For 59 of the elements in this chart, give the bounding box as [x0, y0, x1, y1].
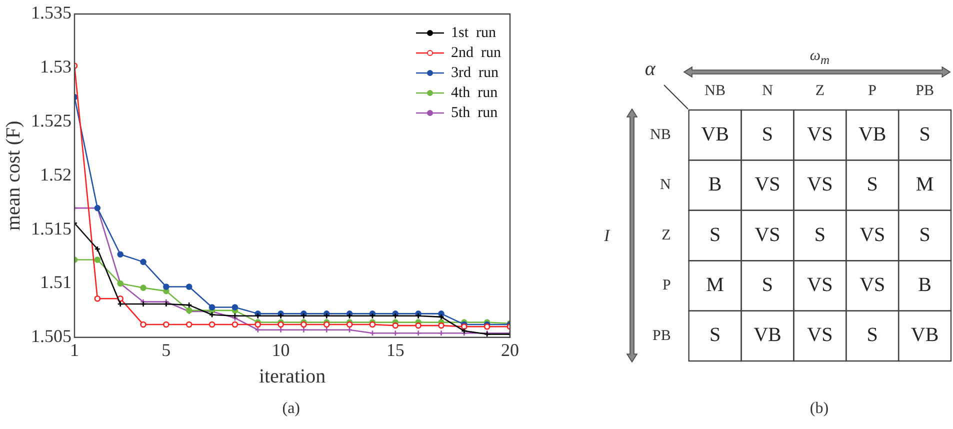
- y-tick-label: P: [662, 278, 671, 294]
- text: S: [866, 174, 878, 196]
- text: S: [709, 324, 721, 346]
- y-tick-label: Z: [662, 227, 671, 244]
- x-axis-title: iteration: [258, 365, 326, 388]
- text: VS: [754, 174, 780, 196]
- text: VS: [807, 324, 833, 346]
- text: S: [919, 123, 930, 146]
- text: S: [709, 224, 721, 246]
- text: M: [706, 274, 724, 296]
- y-tick-label: 1.51: [40, 272, 72, 292]
- y-tick-label: 1.535: [31, 2, 72, 23]
- y-tick-label: PB: [652, 328, 671, 344]
- text: VB: [754, 324, 782, 346]
- x-tick-label: 1: [70, 340, 79, 360]
- text: S: [762, 274, 774, 296]
- y-tick-label: NB: [650, 127, 671, 144]
- text: VS: [807, 274, 833, 296]
- x-tick-label: 5: [162, 340, 171, 360]
- y-tick-label: 1.525: [31, 110, 72, 131]
- text: M: [916, 174, 934, 196]
- text: B: [708, 174, 722, 196]
- x-tick-label: Z: [815, 82, 825, 99]
- y-tick-label: N: [660, 177, 671, 194]
- y-tick-label: 1.53: [40, 56, 72, 77]
- legend-label: 3rd run: [451, 64, 498, 83]
- text: VS: [860, 274, 886, 296]
- text: S: [814, 224, 826, 246]
- y-tick-label: 1.515: [31, 218, 72, 238]
- text: S: [866, 324, 878, 346]
- x-axis-title: ω$_{m}$: [810, 48, 830, 68]
- x-tick-label: NB: [704, 82, 726, 99]
- y-axis-title: mean cost (F): [2, 120, 24, 231]
- x-tick-label: 15: [386, 340, 404, 360]
- text: (a): [282, 400, 300, 418]
- text: VB: [701, 123, 729, 146]
- text: VS: [807, 174, 833, 196]
- y-axis-title: I: [604, 226, 610, 246]
- legend-label: 4th run: [451, 84, 498, 103]
- legend-label: 5th run: [451, 104, 498, 123]
- text: S: [919, 224, 930, 246]
- x-tick-label: N: [762, 82, 774, 99]
- text: S: [762, 123, 774, 146]
- y-tick-label: 1.505: [31, 326, 72, 346]
- legend-label: 2nd run: [451, 44, 501, 63]
- text: VS: [807, 123, 833, 146]
- x-tick-label: 20: [501, 340, 519, 360]
- text: VB: [858, 123, 886, 146]
- text: B: [918, 274, 932, 296]
- text: (b): [810, 400, 829, 418]
- x-tick-label: PB: [916, 82, 934, 99]
- text: VB: [910, 324, 939, 346]
- text: α: [644, 58, 656, 81]
- y-tick-label: 1.52: [40, 164, 72, 184]
- x-tick-label: P: [868, 82, 877, 99]
- x-tick-label: 10: [272, 340, 290, 360]
- legend-label: 1st run: [451, 24, 496, 43]
- text: VS: [860, 224, 886, 246]
- text: VS: [754, 224, 780, 246]
